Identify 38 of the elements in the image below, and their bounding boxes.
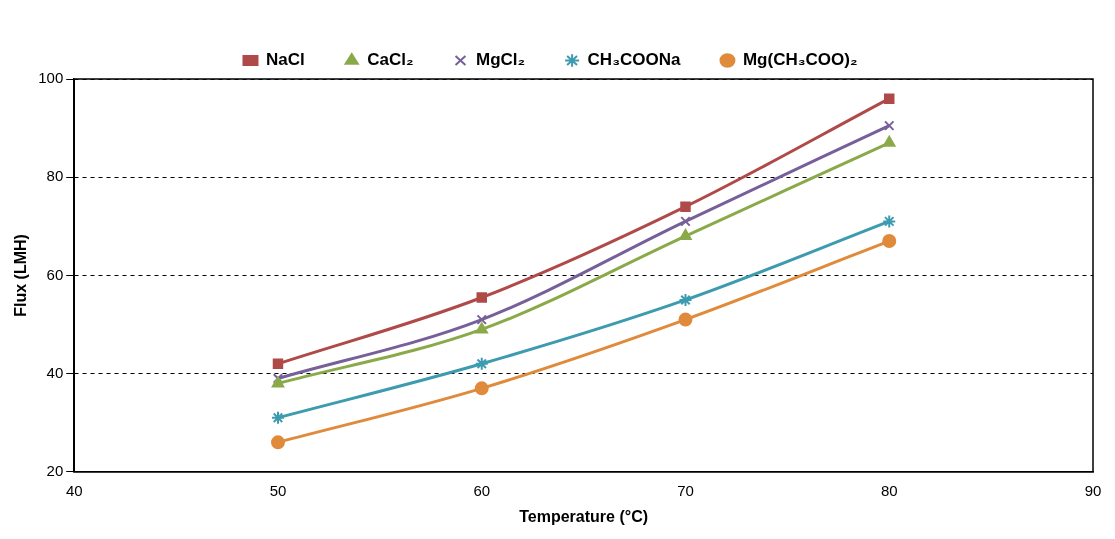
point bbox=[476, 314, 487, 325]
y-axis-title: Flux (LMH) bbox=[12, 234, 30, 317]
legend-label: NaCl bbox=[265, 50, 305, 70]
point bbox=[270, 410, 285, 425]
x-tick-label: 70 bbox=[677, 481, 694, 499]
y-tick-label: 60 bbox=[46, 265, 64, 283]
y-tick-label: 100 bbox=[38, 69, 64, 87]
point bbox=[680, 216, 691, 227]
x-tick-label: 40 bbox=[65, 481, 83, 499]
x-tick-label: 90 bbox=[1084, 481, 1102, 499]
point bbox=[678, 312, 693, 327]
y-tick-label: 40 bbox=[46, 363, 64, 381]
point bbox=[884, 120, 895, 131]
point bbox=[475, 322, 488, 334]
x-tick-label: 60 bbox=[473, 481, 491, 499]
legend-label: Mg(CH₃COO)₂ bbox=[742, 50, 858, 70]
point bbox=[270, 435, 285, 450]
point bbox=[474, 356, 489, 371]
point bbox=[678, 292, 693, 307]
point bbox=[882, 214, 897, 229]
point bbox=[679, 229, 692, 241]
legend-label: CH₃COONa bbox=[587, 50, 682, 70]
y-tick-label: 20 bbox=[46, 461, 64, 479]
point bbox=[884, 93, 895, 104]
y-tick-label: 80 bbox=[46, 167, 64, 185]
point bbox=[272, 373, 284, 384]
point bbox=[882, 234, 897, 249]
legend-label: MgCl₂ bbox=[475, 50, 526, 70]
x-tick-label: 50 bbox=[269, 481, 287, 499]
point bbox=[474, 381, 489, 396]
point bbox=[883, 135, 896, 147]
point bbox=[272, 358, 284, 370]
x-axis-title: Temperature (°C) bbox=[519, 507, 649, 525]
x-tick-label: 80 bbox=[880, 481, 898, 499]
legend-label: CaCl₂ bbox=[367, 50, 414, 70]
point bbox=[680, 201, 691, 212]
point bbox=[476, 292, 487, 303]
point bbox=[271, 376, 285, 388]
